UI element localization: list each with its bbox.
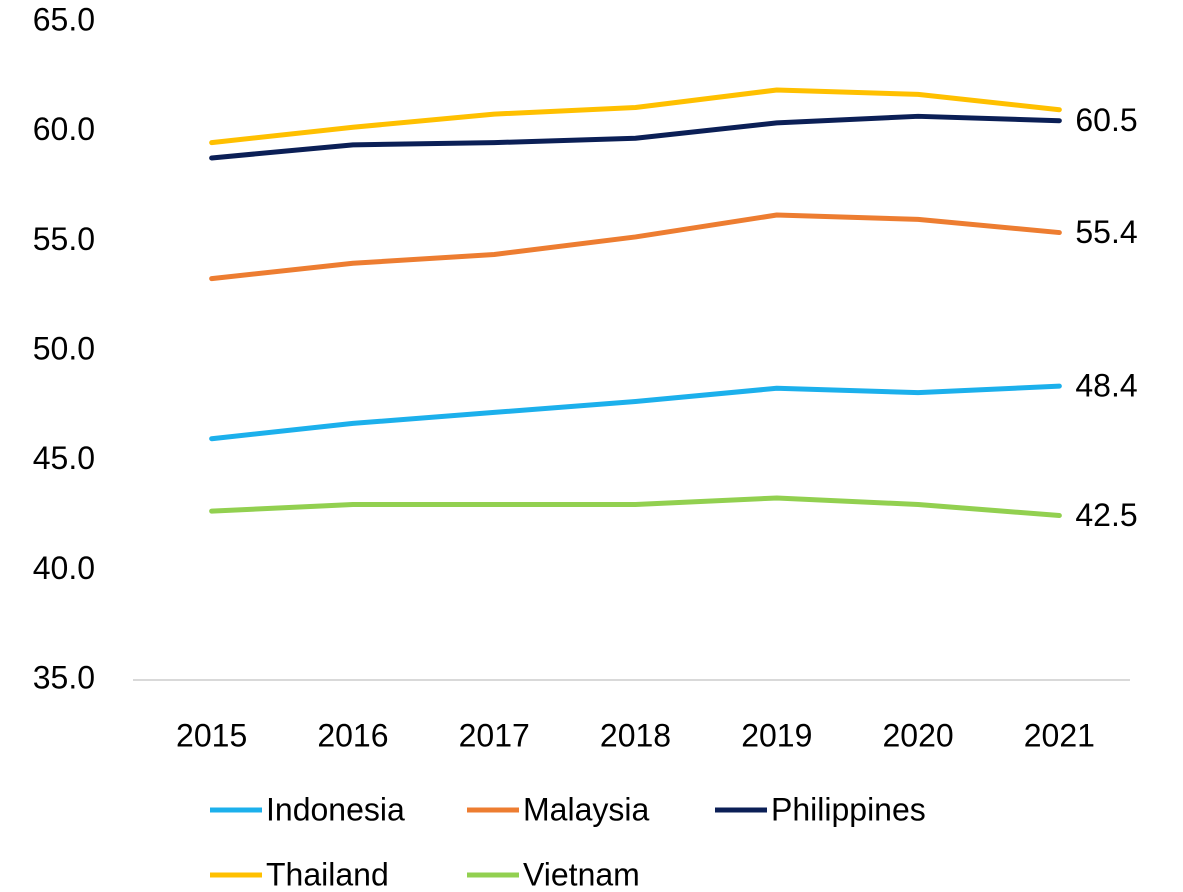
legend-label: Vietnam <box>523 856 640 892</box>
data-label: 42.5 <box>1075 497 1137 533</box>
legend-label: Malaysia <box>523 791 649 827</box>
x-tick-label: 2018 <box>600 717 671 753</box>
legend-label: Thailand <box>266 856 389 892</box>
y-tick-label: 45.0 <box>33 440 95 476</box>
y-tick-label: 55.0 <box>33 221 95 257</box>
y-tick-label: 50.0 <box>33 330 95 366</box>
legend-label: Indonesia <box>266 791 405 827</box>
y-tick-label: 65.0 <box>33 1 95 37</box>
x-tick-label: 2021 <box>1024 717 1095 753</box>
series-line <box>209 495 1062 518</box>
y-tick-label: 40.0 <box>33 550 95 586</box>
legend-label: Philippines <box>771 791 926 827</box>
data-label: 60.5 <box>1075 102 1137 138</box>
series-line <box>209 87 1062 146</box>
x-tick-label: 2020 <box>882 717 953 753</box>
x-tick-label: 2017 <box>459 717 530 753</box>
series-line <box>209 383 1062 442</box>
data-label: 48.4 <box>1075 368 1137 404</box>
x-tick-label: 2016 <box>317 717 388 753</box>
series-line <box>209 113 1062 161</box>
x-tick-label: 2015 <box>176 717 247 753</box>
data-label: 55.4 <box>1075 214 1137 250</box>
series-line <box>209 212 1062 282</box>
y-tick-label: 60.0 <box>33 111 95 147</box>
x-tick-label: 2019 <box>741 717 812 753</box>
y-tick-label: 35.0 <box>33 659 95 695</box>
